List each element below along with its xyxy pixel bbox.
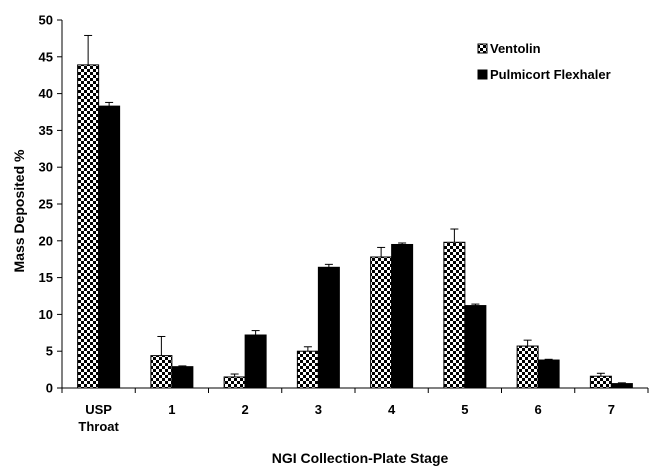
- y-tick-label: 40: [39, 86, 53, 101]
- x-tick-label: 2: [242, 402, 249, 417]
- y-tick-label: 20: [39, 233, 53, 248]
- y-tick-label: 30: [39, 160, 53, 175]
- legend-swatch: [477, 43, 488, 54]
- x-tick-label: 6: [535, 402, 542, 417]
- bar-pulmicort: [244, 334, 267, 389]
- x-tick-label: 4: [388, 402, 396, 417]
- bar-ventolin: [223, 376, 246, 389]
- bar-ventolin: [516, 345, 539, 389]
- bar-pulmicort: [610, 383, 633, 389]
- x-tick-label: Throat: [78, 419, 119, 434]
- x-axis-label: NGI Collection-Plate Stage: [272, 450, 449, 466]
- x-tick-label: 5: [461, 402, 468, 417]
- y-tick-label: 5: [46, 344, 53, 359]
- bar-pulmicort: [317, 266, 340, 389]
- x-tick-label: USP: [85, 402, 112, 417]
- x-tick-label: 1: [168, 402, 175, 417]
- bar-pulmicort: [537, 359, 560, 389]
- y-tick-label: 25: [39, 197, 53, 212]
- y-tick-label: 10: [39, 307, 53, 322]
- x-tick-label: 3: [315, 402, 322, 417]
- legend-label: Ventolin: [490, 41, 541, 56]
- bar-pulmicort: [391, 243, 414, 389]
- bar-ventolin: [150, 355, 173, 389]
- y-tick-label: 35: [39, 123, 53, 138]
- bar-ventolin: [589, 375, 612, 389]
- x-tick-label: 7: [608, 402, 615, 417]
- bar-pulmicort: [464, 305, 487, 389]
- bar-ventolin: [443, 241, 466, 389]
- legend: Ventolin Pulmicort Flexhaler: [477, 41, 611, 82]
- bar-ventolin: [77, 64, 100, 389]
- bar-pulmicort: [171, 366, 194, 389]
- bar-ventolin: [296, 350, 319, 389]
- y-axis-label: Mass Deposited %: [11, 149, 27, 272]
- bar-ventolin: [370, 256, 393, 389]
- y-tick-label: 15: [39, 270, 53, 285]
- legend-label: Pulmicort Flexhaler: [490, 67, 611, 82]
- y-tick-label: 50: [39, 13, 53, 28]
- y-tick-label: 45: [39, 49, 53, 64]
- legend-swatch: [477, 69, 488, 80]
- bar-pulmicort: [98, 105, 121, 389]
- y-tick-label: 0: [46, 381, 53, 396]
